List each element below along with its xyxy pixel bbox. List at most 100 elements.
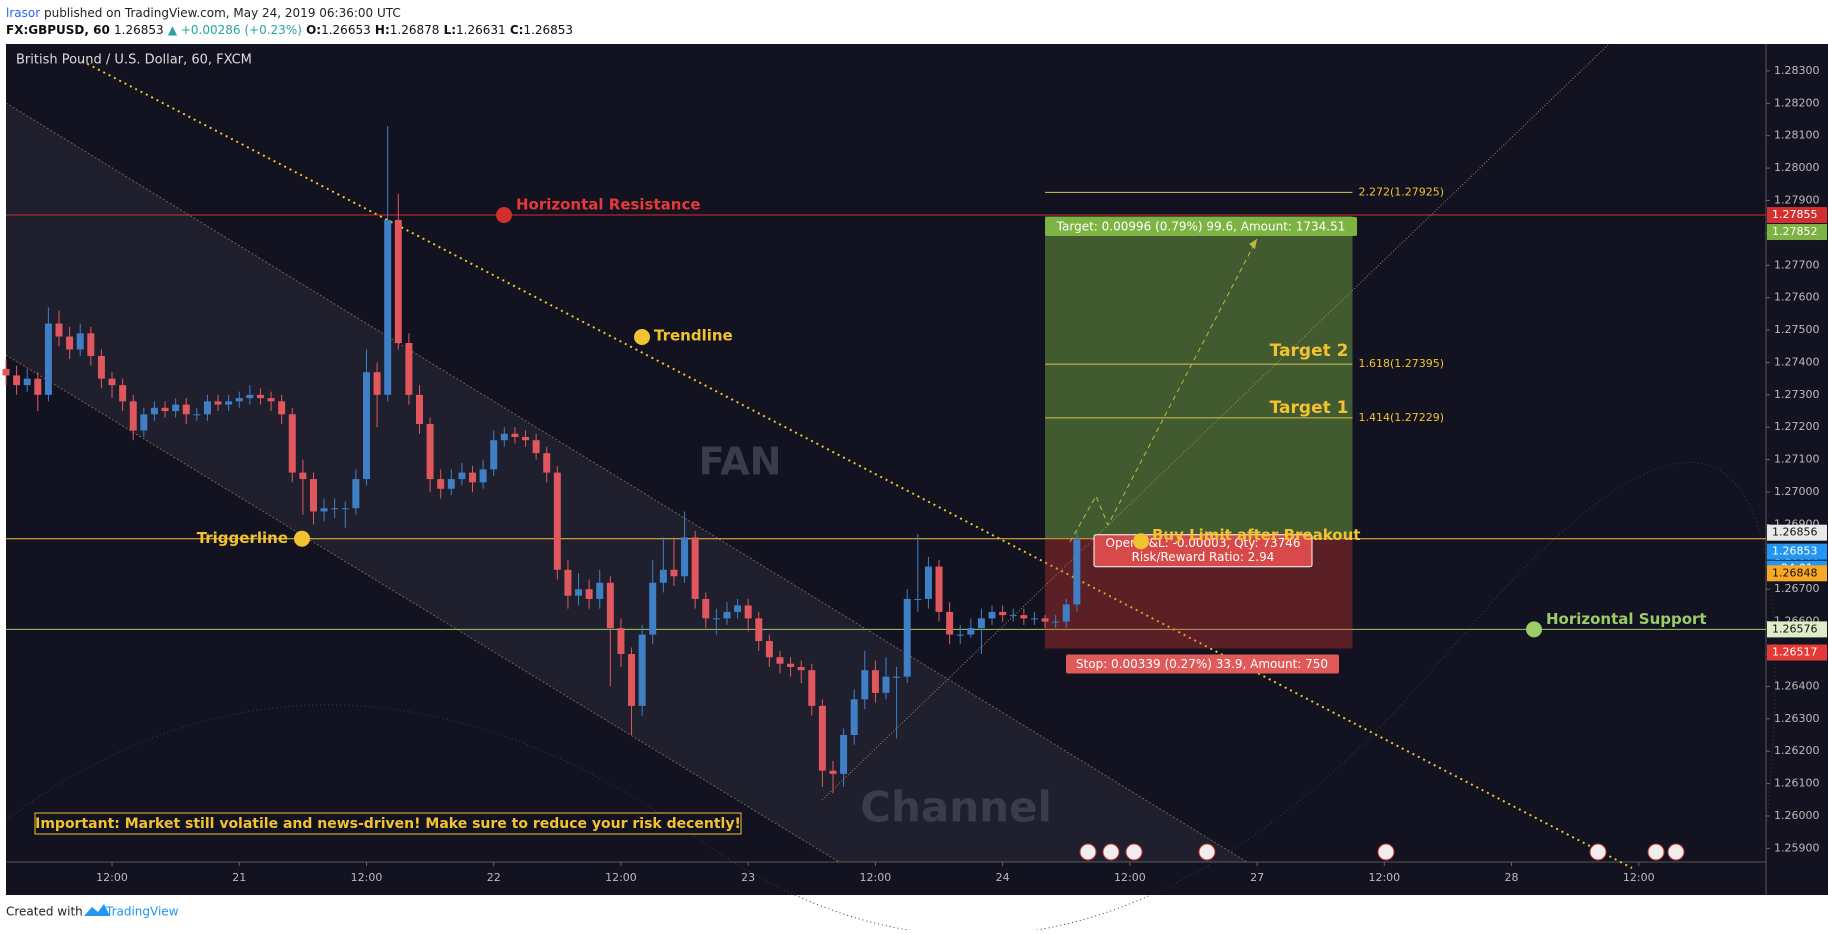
level-dot [496, 207, 512, 224]
flag [1198, 843, 1216, 861]
y-tick-label: 1.27400 [1774, 355, 1820, 368]
trendline-label: Trendline [654, 327, 733, 345]
candle-body [702, 598, 710, 619]
symbol: FX:GBPUSD, 60 [6, 23, 110, 37]
candle-body [670, 569, 678, 577]
o-value: 1.26653 [321, 23, 371, 37]
x-tick-label: 12:00 [1623, 871, 1655, 884]
level-dot [294, 530, 310, 547]
y-tick-label: 1.27200 [1774, 420, 1820, 433]
y-tick-label: 1.28000 [1774, 161, 1820, 174]
candle-body [479, 469, 487, 483]
x-tick-label: 12:00 [1368, 871, 1400, 884]
candle-body [543, 453, 551, 473]
candle-body [320, 508, 328, 512]
x-tick-label: 23 [741, 871, 755, 884]
candle-body [956, 634, 964, 636]
candle-body [256, 394, 264, 399]
candle-body [87, 333, 95, 356]
y-tick-label: 1.26000 [1774, 809, 1820, 822]
y-tick-label: 1.27500 [1774, 323, 1820, 336]
l-label: L: [444, 23, 456, 37]
author[interactable]: lrasor [6, 6, 40, 20]
target-label: Target 2 [1270, 341, 1349, 361]
fib-label: 2.272(1.27925) [1359, 185, 1445, 198]
candle-body [384, 219, 392, 395]
footer-brand[interactable]: TradingView [105, 905, 179, 919]
candle-body [776, 657, 784, 664]
price-badge-label: 1.26576 [1772, 622, 1818, 635]
flag [1125, 843, 1143, 861]
price-badge [1767, 543, 1827, 560]
event-flags [1079, 843, 1685, 861]
target-label: Target 1 [1270, 398, 1349, 418]
candle-body [426, 424, 434, 480]
target-box [1045, 217, 1358, 237]
candle-body [871, 670, 879, 693]
candle-body [935, 566, 943, 612]
level-label: Triggerline [197, 529, 288, 547]
c-label: C: [510, 23, 524, 37]
candle-body [415, 394, 423, 425]
candle-body [23, 378, 31, 386]
price-badge-label: 1.27852 [1772, 225, 1818, 238]
candle-body [97, 355, 105, 379]
candle-body [850, 699, 858, 736]
candle-body [172, 404, 180, 412]
target-text: Target: 0.00996 (0.79%) 99.6, Amount: 17… [1056, 220, 1346, 234]
projection-arrow [1249, 239, 1257, 249]
buy-limit-label: Buy Limit after Breakout [1152, 526, 1360, 544]
candle-body [649, 582, 657, 635]
y-tick-label: 1.27700 [1774, 258, 1820, 271]
candle-body [606, 582, 614, 629]
channel-lower [5, 354, 840, 863]
candle-body [13, 375, 21, 386]
candle-body [553, 472, 561, 570]
candle-body [1030, 618, 1038, 620]
candle-body [882, 676, 890, 693]
price-badge [1767, 565, 1827, 582]
flag [1589, 843, 1607, 861]
candle-body [1052, 621, 1060, 623]
x-tick-label: 21 [232, 871, 246, 884]
candle-body [924, 566, 932, 599]
x-tick-label: 12:00 [351, 871, 383, 884]
candle-body [829, 770, 837, 774]
y-tick-label: 1.27100 [1774, 453, 1820, 466]
candle-body [55, 323, 63, 337]
stop-text: Stop: 0.00339 (0.27%) 33.9, Amount: 750 [1076, 657, 1328, 671]
candle-body [840, 735, 848, 774]
published: published on TradingView.com, May 24, 20… [40, 6, 401, 20]
candle-body [500, 433, 508, 441]
channel-upper [5, 102, 1248, 863]
y-tick-label: 1.26200 [1774, 744, 1820, 757]
channel-label: Channel [860, 783, 1052, 832]
candle-body [564, 569, 572, 596]
candle-body [193, 414, 201, 416]
pnl-text: Open P&L: -0.00003, Qty: 73746 [1106, 536, 1301, 550]
y-tick-label: 1.27000 [1774, 485, 1820, 498]
candle-body [405, 343, 413, 395]
candle-body [490, 440, 498, 470]
flag [1079, 843, 1097, 861]
level-dot [1526, 621, 1542, 638]
fan-line [821, 43, 1610, 801]
plot-bg [6, 44, 1766, 862]
y-tick-label: 1.26100 [1774, 777, 1820, 790]
y-tick-label: 1.27300 [1774, 388, 1820, 401]
x-tick-label: 27 [1250, 871, 1264, 884]
candle-body [447, 479, 455, 489]
candle-body [299, 472, 307, 480]
candle-body [203, 401, 211, 415]
candle-body [394, 219, 402, 344]
y-tick-label: 1.27900 [1774, 193, 1820, 206]
time-axis-bg [6, 862, 1766, 895]
h-value: 1.26878 [390, 23, 440, 37]
candle-body [119, 385, 127, 402]
h-label: H: [375, 23, 390, 37]
x-tick-label: 22 [487, 871, 501, 884]
price-badge [1767, 224, 1827, 241]
candle-body [893, 676, 901, 678]
fib-label: 1.414(1.27229) [1359, 411, 1445, 424]
candle-body [628, 654, 636, 706]
